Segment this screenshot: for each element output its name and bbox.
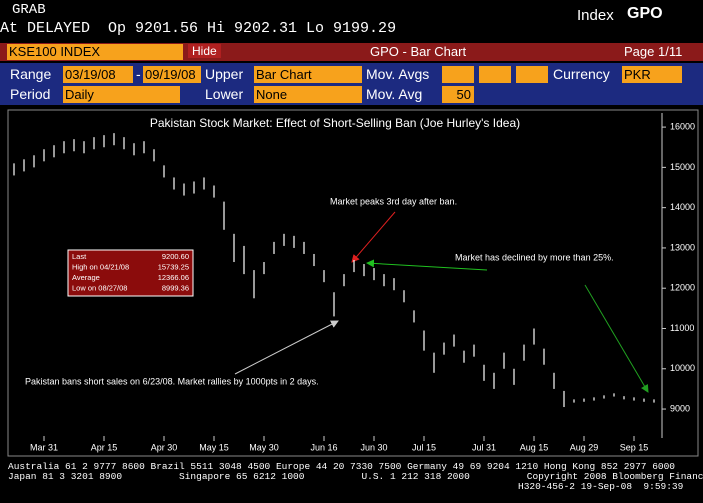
x-tick-label: May 15 [199,442,229,452]
y-tick-label: 15000 [670,162,695,172]
stats-label: Low on 08/27/08 [72,283,127,292]
security: GPO [627,5,663,22]
y-tick-label: 9000 [670,403,690,413]
chart-title: Pakistan Stock Market: Effect of Short-S… [150,116,520,130]
arrow [584,284,649,393]
stats-value: 15739.25 [158,262,189,271]
x-tick-label: Aug 15 [520,442,549,452]
mov-avg-field[interactable] [442,66,474,83]
quote: At DELAYED Op 9201.56 Hi 9202.31 Lo 9199… [0,20,397,37]
stats-value: 12366.06 [158,273,189,282]
stats-box [67,249,194,297]
arrow [234,320,339,375]
arrow [366,259,488,271]
ticker[interactable]: KSE100 INDEX [7,44,183,60]
label: Mov. Avgs [366,66,430,82]
y-tick-label: 12000 [670,283,695,293]
screen-title: GPO - Bar Chart [370,44,467,59]
lower-select[interactable]: None [254,86,362,103]
arrow [351,211,396,263]
x-tick-label: Jun 16 [310,442,337,452]
footer: H320-456-2 19-Sep-08 9:59:39 [518,481,684,492]
stats-label: High on 04/21/08 [72,262,129,271]
label: Period [10,86,51,102]
footer: Australia 61 2 9777 8600 Brazil 5511 304… [8,461,676,472]
stats-label: Average [72,273,100,282]
period-select[interactable]: Daily [63,86,180,103]
label: Mov. Avg [366,86,423,102]
frame [7,109,699,457]
mov-avg-field[interactable] [516,66,548,83]
footer: Japan 81 3 3201 8900 Singapore 65 6212 1… [8,471,703,482]
page-number: Page 1/11 [624,44,683,59]
annotation: Pakistan bans short sales on 6/23/08. Ma… [25,376,319,386]
label: Currency [553,66,610,82]
x-tick-label: Apr 30 [151,442,178,452]
x-tick-label: Mar 31 [30,442,58,452]
mov-avg[interactable]: 50 [442,86,474,103]
y-tick-label: 10000 [670,363,695,373]
chart: Pakistan Stock Market: Effect of Short-S… [7,109,699,457]
currency-select[interactable]: PKR [622,66,682,83]
y-tick-label: 13000 [670,242,695,252]
stats-label: Last [72,252,87,261]
annotation: Market peaks 3rd day after ban. [330,196,457,206]
x-tick-label: Sep 15 [620,442,649,452]
x-tick-label: Aug 29 [570,442,599,452]
label: Range [10,66,52,82]
x-tick-label: Apr 15 [91,442,118,452]
security-prefix: Index [577,7,614,24]
mov-avg-field[interactable] [479,66,511,83]
upper-select[interactable]: Bar Chart [254,66,362,83]
y-tick-label: 11000 [670,323,694,333]
y-tick-label: 14000 [670,202,695,212]
end-date[interactable]: 09/19/08 [143,66,201,83]
label: Lower [205,86,244,102]
label: Upper [205,66,244,82]
function: GRAB [12,2,46,18]
stats-value: 9200.60 [162,252,189,261]
stats-value: 8999.36 [162,283,189,292]
label: - [136,66,141,82]
x-tick-label: May 30 [249,442,279,452]
x-tick-label: Jul 31 [472,442,496,452]
x-tick-label: Jul 15 [412,442,436,452]
y-tick-label: 16000 [670,121,695,131]
annotation: Market has declined by more than 25%. [455,252,614,262]
start-date[interactable]: 03/19/08 [63,66,133,83]
x-tick-label: Jun 30 [360,442,387,452]
hide-button[interactable]: Hide [188,44,221,58]
